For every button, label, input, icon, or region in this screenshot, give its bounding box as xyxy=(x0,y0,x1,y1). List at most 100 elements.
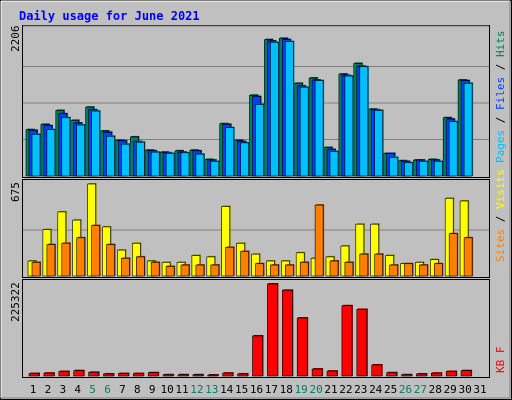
kbytes-bar-kb-f-day-3 xyxy=(58,370,70,377)
kbytes-bar-kb-f-day-10 xyxy=(162,373,175,377)
visits-bar-sites-day-2 xyxy=(46,243,56,277)
x-tick-label-day-14: 14 xyxy=(220,383,234,396)
visits-ymax-label: 675 xyxy=(9,182,22,202)
x-tick-label-day-22: 22 xyxy=(339,383,352,396)
x-tick-label-day-23: 23 xyxy=(354,383,367,396)
bar-face xyxy=(177,374,189,377)
x-tick-label-day-21: 21 xyxy=(324,383,337,396)
x-tick-label-day-2: 2 xyxy=(45,383,52,396)
kbytes-bar-kb-f-day-5 xyxy=(88,371,100,377)
bar-face xyxy=(150,262,160,277)
visits-bar-sites-day-10 xyxy=(165,265,176,277)
bar-face xyxy=(106,135,115,177)
visits-bar-sites-day-12 xyxy=(195,264,205,277)
hits-bar-pages-day-24 xyxy=(374,109,384,177)
bar-face xyxy=(359,66,369,177)
bar-face xyxy=(314,80,324,177)
x-tick-label-day-10: 10 xyxy=(160,383,173,396)
legend-sites: Sites xyxy=(494,229,507,262)
kbytes-bar-kb-f-day-11 xyxy=(177,373,189,377)
visits-bar-sites-day-29 xyxy=(448,232,459,277)
bar-face xyxy=(299,262,309,277)
bar-face xyxy=(430,372,442,377)
visits-bar-sites-day-20 xyxy=(314,204,325,277)
kbytes-legend: KB F xyxy=(494,347,507,374)
kbytes-bar-kb-f-day-19 xyxy=(296,317,309,377)
visits-bar-sites-day-13 xyxy=(210,264,220,277)
x-tick-label-day-19: 19 xyxy=(295,383,308,396)
visits-bar-sites-day-25 xyxy=(389,264,399,277)
bar-face xyxy=(237,373,248,377)
x-tick-label-day-16: 16 xyxy=(250,383,263,396)
bar-face xyxy=(76,124,85,177)
bar-face xyxy=(281,289,293,377)
hits-bar-pages-day-16 xyxy=(255,103,265,177)
x-tick-label-day-5: 5 xyxy=(89,383,96,396)
kbytes-bar-kb-f-day-9 xyxy=(147,371,160,377)
x-tick-label-day-29: 29 xyxy=(444,383,457,396)
kbytes-bar-kb-f-day-13 xyxy=(207,374,219,377)
bar-face xyxy=(195,264,205,277)
hits-bar-pages-day-21 xyxy=(329,150,339,177)
hits-bar-pages-day-12 xyxy=(195,153,205,177)
bar-face xyxy=(31,262,41,277)
bar-face xyxy=(43,372,55,377)
x-axis-day-labels: 1 2 3 4 5 6 7 8 9 10 11 12 13 14 15 16 17 18 19 20 21 22 23 24 2… xyxy=(30,383,487,396)
bar-face xyxy=(91,110,100,177)
hits-ymax-label: 2206 xyxy=(9,26,22,53)
hits-bar-pages-day-10 xyxy=(165,152,176,177)
hits-bar-pages-day-28 xyxy=(433,160,444,177)
hits-bar-pages-day-17 xyxy=(270,41,280,177)
bar-face xyxy=(91,225,100,277)
hits-bar-pages-day-5 xyxy=(91,110,101,177)
visits-bar-sites-day-7 xyxy=(121,257,131,277)
x-tick-label-day-25: 25 xyxy=(384,383,397,396)
bar-face xyxy=(162,374,174,377)
kbytes-bar-kb-f-day-2 xyxy=(43,372,55,377)
bar-face xyxy=(121,143,130,177)
bar-face xyxy=(359,253,369,277)
bar-face xyxy=(374,253,384,277)
kbytes-bar-kb-f-day-7 xyxy=(118,372,130,377)
bar-face xyxy=(344,75,354,177)
hits-bar-pages-day-8 xyxy=(136,141,146,177)
bar-face xyxy=(433,161,443,177)
bar-face xyxy=(195,153,205,177)
bar-marks xyxy=(23,37,489,377)
bar-face xyxy=(225,247,234,277)
hits-bar-pages-day-15 xyxy=(240,141,250,177)
bar-face xyxy=(136,256,145,277)
bar-face xyxy=(180,152,190,177)
bar-face xyxy=(165,153,175,177)
kbytes-bar-kb-f-day-29 xyxy=(445,370,458,377)
kbytes-bar-kb-f-day-15 xyxy=(237,372,249,377)
kbytes-bar-kb-f-day-24 xyxy=(371,363,383,377)
kbytes-bar-kb-f-day-1 xyxy=(28,372,40,377)
bar-face xyxy=(165,266,175,277)
kbytes-ymax-label: 225322 xyxy=(9,282,22,322)
hits-bar-pages-day-1 xyxy=(31,133,41,177)
bar-face xyxy=(386,372,397,377)
hits-bar-pages-day-22 xyxy=(344,75,354,177)
bar-face xyxy=(118,373,129,377)
x-tick-label-day-20: 20 xyxy=(309,383,322,396)
x-tick-label-day-8: 8 xyxy=(134,383,141,396)
bar-face xyxy=(252,335,263,377)
visits-bar-sites-day-24 xyxy=(374,253,384,277)
kbytes-bar-kb-f-day-28 xyxy=(430,372,443,377)
bar-face xyxy=(356,309,368,377)
x-tick-label-day-6: 6 xyxy=(104,383,111,396)
bar-face xyxy=(225,127,234,177)
bar-face xyxy=(419,161,428,177)
bar-face xyxy=(61,117,71,177)
visits-bar-sites-day-15 xyxy=(240,250,250,277)
x-tick-label-day-4: 4 xyxy=(74,383,81,396)
bar-face xyxy=(106,244,115,277)
visits-bar-sites-day-9 xyxy=(150,261,161,277)
x-tick-label-day-15: 15 xyxy=(235,383,248,396)
bar-face xyxy=(46,244,56,277)
hits-bar-pages-day-29 xyxy=(448,120,459,177)
kbytes-bar-kb-f-day-22 xyxy=(341,304,353,377)
x-tick-label-day-12: 12 xyxy=(190,383,203,396)
